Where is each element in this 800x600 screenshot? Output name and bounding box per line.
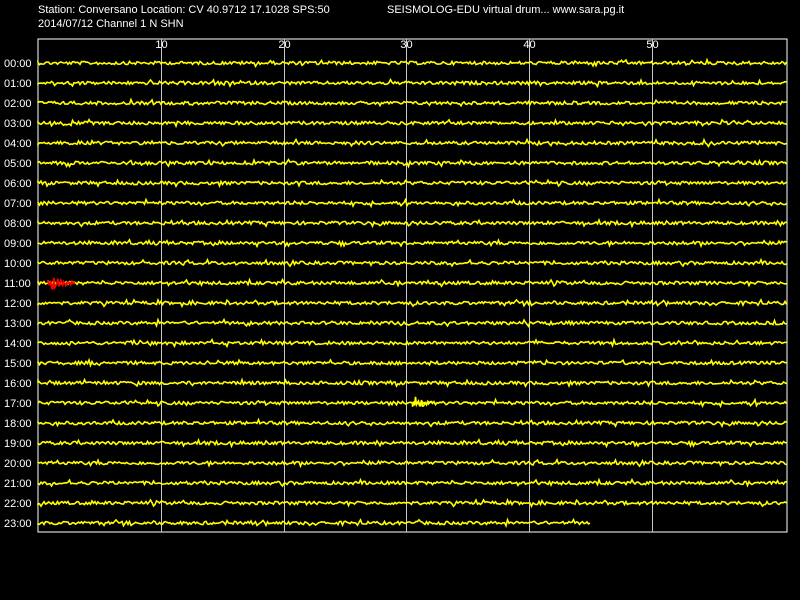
row-label-2200: 22:00	[4, 498, 32, 510]
row-label-0200: 02:00	[4, 98, 32, 110]
trace-1800	[37, 417, 787, 429]
trace-1100	[37, 277, 787, 288]
x-tick-label-20: 20	[278, 39, 290, 51]
date-channel-info: 2014/07/12 Channel 1 N SHN	[38, 18, 184, 30]
row-label-2100: 21:00	[4, 478, 32, 490]
row-label-1500: 15:00	[4, 358, 32, 370]
trace-0100	[37, 77, 787, 89]
row-label-2300: 23:00	[4, 518, 32, 530]
trace-0600	[37, 178, 787, 189]
row-label-1200: 12:00	[4, 298, 32, 310]
row-label-1700: 17:00	[4, 398, 32, 410]
row-label-0000: 00:00	[4, 58, 32, 70]
row-label-1800: 18:00	[4, 418, 32, 430]
row-label-0500: 05:00	[4, 158, 32, 170]
row-label-2000: 20:00	[4, 458, 32, 470]
trace-2000	[37, 457, 787, 469]
trace-0300	[37, 118, 787, 129]
trace-1500	[37, 357, 787, 368]
row-label-1000: 10:00	[4, 258, 32, 270]
trace-0700	[37, 197, 787, 209]
trace-0000	[37, 57, 788, 68]
trace-2100	[37, 477, 787, 488]
row-label-0100: 01:00	[4, 78, 32, 90]
trace-1400	[37, 337, 787, 349]
trace-1300	[37, 317, 787, 328]
row-label-1900: 19:00	[4, 438, 32, 450]
row-label-1600: 16:00	[4, 378, 32, 390]
trace-0200	[37, 97, 787, 108]
event-burst-1700	[411, 396, 433, 408]
trace-0400	[37, 137, 787, 148]
row-label-0700: 07:00	[4, 198, 32, 210]
event-burst-1100	[47, 277, 76, 291]
station-info: Station: Conversano Location: CV 40.9712…	[38, 4, 330, 16]
x-tick-label-50: 50	[646, 39, 658, 51]
x-tick-label-30: 30	[400, 39, 412, 51]
trace-2200	[37, 497, 787, 509]
trace-2300	[37, 517, 591, 528]
row-label-1300: 13:00	[4, 318, 32, 330]
row-label-0900: 09:00	[4, 238, 32, 250]
x-tick-label-10: 10	[155, 39, 167, 51]
trace-1000	[37, 257, 787, 268]
row-label-0800: 08:00	[4, 218, 32, 230]
header: Station: Conversano Location: CV 40.9712…	[0, 0, 800, 32]
row-label-0300: 03:00	[4, 118, 32, 130]
plot-frame	[37, 38, 788, 533]
trace-1900	[37, 437, 787, 449]
trace-0900	[37, 238, 787, 249]
trace-1200	[37, 297, 788, 309]
trace-0800	[37, 217, 787, 229]
row-label-0600: 06:00	[4, 178, 32, 190]
row-label-1400: 14:00	[4, 338, 32, 350]
row-label-0400: 04:00	[4, 138, 32, 150]
drum-title: SEISMOLOG-EDU virtual drum... www.sara.p…	[387, 4, 625, 16]
row-label-1100: 11:00	[4, 278, 31, 290]
trace-1600	[37, 377, 787, 389]
trace-0500	[37, 157, 788, 169]
x-tick-label-40: 40	[523, 39, 535, 51]
